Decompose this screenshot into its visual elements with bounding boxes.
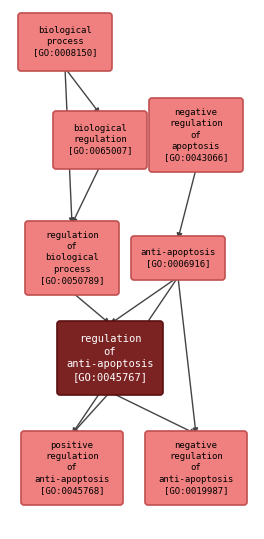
FancyBboxPatch shape [145, 431, 247, 505]
FancyBboxPatch shape [53, 111, 147, 169]
FancyBboxPatch shape [18, 13, 112, 71]
FancyBboxPatch shape [131, 236, 225, 280]
Text: regulation
of
biological
process
[GO:0050789]: regulation of biological process [GO:005… [40, 231, 104, 285]
Text: regulation
of
anti-apoptosis
[GO:0045767]: regulation of anti-apoptosis [GO:0045767… [66, 334, 154, 382]
Text: biological
regulation
[GO:0065007]: biological regulation [GO:0065007] [68, 125, 132, 156]
FancyBboxPatch shape [21, 431, 123, 505]
Text: biological
process
[GO:0008150]: biological process [GO:0008150] [33, 26, 97, 58]
Text: negative
regulation
of
apoptosis
[GO:0043066]: negative regulation of apoptosis [GO:004… [164, 108, 228, 162]
FancyBboxPatch shape [149, 98, 243, 172]
Text: positive
regulation
of
anti-apoptosis
[GO:0045768]: positive regulation of anti-apoptosis [G… [34, 441, 110, 495]
Text: negative
regulation
of
anti-apoptosis
[GO:0019987]: negative regulation of anti-apoptosis [G… [158, 441, 234, 495]
FancyBboxPatch shape [25, 221, 119, 295]
Text: anti-apoptosis
[GO:0006916]: anti-apoptosis [GO:0006916] [140, 248, 216, 268]
FancyBboxPatch shape [57, 321, 163, 395]
